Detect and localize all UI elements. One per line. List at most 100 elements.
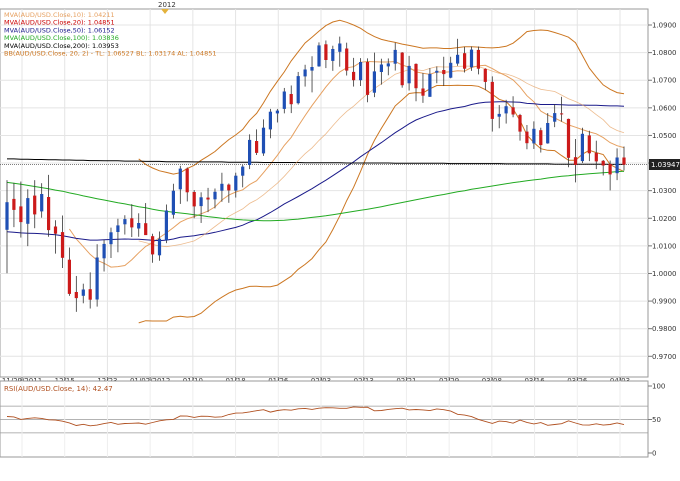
candle-body: [185, 168, 189, 193]
rsi-axis: 100 50 0: [648, 383, 665, 458]
candle-body: [171, 190, 175, 215]
candle-body: [608, 163, 612, 175]
candle-body: [88, 289, 92, 300]
year-marker-label: 2012: [158, 1, 176, 9]
candle-body: [296, 76, 300, 104]
rsi-tick-label: 50: [652, 416, 661, 424]
candle-body: [463, 53, 467, 69]
price-axis: 0.9700 0.9800 0.9900 1.0000 1.0100 1.0200 1.03…: [648, 22, 677, 361]
candle-body: [130, 218, 134, 228]
candle-body: [268, 111, 272, 130]
candle-body: [622, 157, 626, 165]
candle-body: [95, 257, 99, 300]
bb-upper-line: [138, 19, 625, 175]
last-price-tag-text: 1.03947: [651, 161, 680, 169]
candle-body: [469, 49, 474, 68]
legend-entry: MVA(AUD/USD.Close,50): 1.06152: [4, 26, 115, 34]
candle-body: [435, 70, 439, 73]
price-tick-label: 0.9700: [652, 353, 677, 361]
legend: MVA(AUD/USD.Close,10): 1.04211MVA(AUD/US…: [4, 11, 216, 58]
candle-body: [553, 113, 557, 122]
candle-body: [414, 63, 418, 89]
candle-body: [199, 197, 203, 207]
candle-body: [47, 197, 51, 231]
candle-body: [566, 118, 571, 158]
candle-body: [192, 192, 196, 207]
candle-body: [102, 243, 106, 259]
candle-body: [532, 128, 536, 144]
price-tick-label: 1.0700: [652, 77, 677, 85]
candle-body: [365, 62, 370, 95]
price-tick-label: 1.0800: [652, 49, 677, 57]
year-marker-arrow: [161, 9, 169, 14]
candle-body: [546, 123, 550, 144]
price-tick-label: 1.0100: [652, 242, 677, 250]
candle-body: [615, 157, 619, 174]
candle-body: [573, 157, 578, 165]
candle-body: [352, 71, 356, 81]
candle-body: [12, 198, 16, 210]
candle-body: [40, 194, 44, 212]
candle-body: [248, 139, 252, 165]
price-panel: [0, 8, 649, 378]
candle-body: [67, 259, 71, 294]
candle-body: [490, 81, 494, 119]
candle-body: [539, 130, 543, 146]
candle-body: [580, 133, 584, 162]
candle-body: [255, 141, 259, 153]
bollinger-bands: [138, 19, 625, 324]
candle-body: [379, 64, 383, 72]
candle-body: [386, 63, 390, 67]
candle-body: [109, 232, 113, 245]
rsi-grid: [0, 381, 648, 457]
last-price-tag: 1.03947: [649, 159, 680, 170]
candle-body: [601, 160, 605, 166]
price-tick-label: 1.0900: [652, 22, 677, 30]
ma200-line: [7, 158, 624, 165]
candle-body: [137, 223, 141, 229]
rsi-panel: [0, 380, 649, 458]
candle-body: [116, 225, 120, 232]
candle-body: [213, 191, 217, 200]
candle-body: [19, 206, 23, 223]
candle-body: [164, 210, 168, 241]
candle-body: [241, 166, 245, 176]
candle-body: [144, 223, 148, 236]
price-tick-label: 0.9800: [652, 325, 677, 333]
price-tick-label: 1.0200: [652, 215, 677, 223]
candle-body: [442, 70, 446, 75]
candle-body: [60, 232, 65, 258]
candle-body: [393, 49, 397, 64]
candle-body: [53, 226, 58, 234]
rsi-series: [6, 406, 625, 427]
candle-body: [407, 65, 411, 84]
candle-body: [560, 113, 564, 115]
candle-body: [372, 71, 376, 93]
ma100-line: [6, 170, 625, 222]
price-tick-label: 1.0300: [652, 187, 677, 195]
candle-body: [525, 131, 529, 144]
candle-body: [289, 94, 293, 105]
candle-body: [511, 107, 515, 115]
candle-body: [26, 198, 30, 224]
candle-body: [227, 184, 231, 191]
price-tick-label: 1.0500: [652, 132, 677, 140]
candle-body: [303, 69, 307, 77]
candlesticks: [5, 36, 626, 312]
candle-body: [594, 152, 598, 162]
last-price-tag-box: [649, 159, 680, 170]
candle-body: [157, 238, 162, 256]
rsi-label: RSI(AUD/USD.Close, 14): 42.47: [4, 385, 113, 393]
candle-body: [324, 44, 328, 60]
candle-body: [74, 292, 78, 299]
bb-lower-line: [138, 84, 625, 324]
candle-body: [282, 91, 286, 109]
price-tick-label: 0.9900: [652, 298, 677, 306]
candle-body: [587, 135, 591, 154]
candle-body: [449, 62, 453, 78]
candle-body: [504, 106, 508, 114]
candle-body: [345, 48, 349, 71]
candle-body: [359, 62, 363, 81]
candle-body: [81, 289, 85, 296]
